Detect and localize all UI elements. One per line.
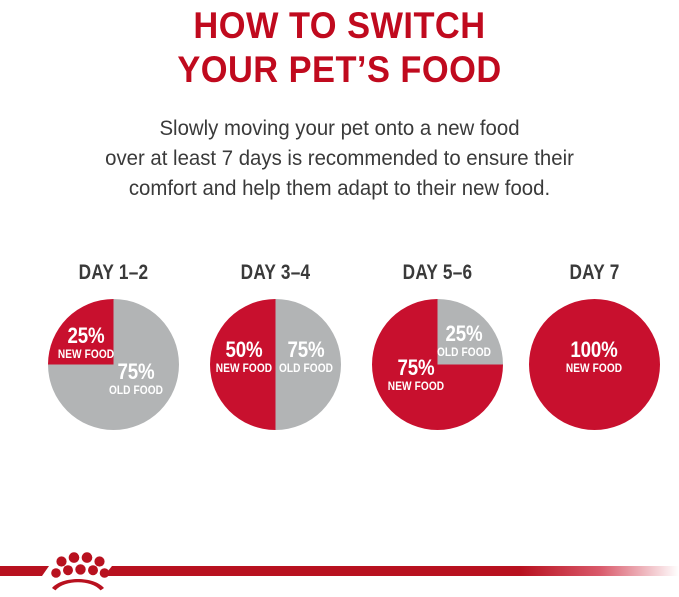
pie-chart-4: DAY 7 100% NEW FOOD [529, 262, 660, 430]
pie-chart-row: DAY 1–2 25% NEW FOOD 75% OLD FOOD DAY 3–4 50% N… [0, 262, 679, 452]
footer [0, 544, 679, 594]
page-title: HOW TO SWITCH YOUR PET’S FOOD [24, 4, 655, 92]
page-title-line-1: HOW TO SWITCH [193, 5, 486, 46]
pie-day-label: DAY 1–2 [78, 261, 149, 284]
pie-day-label: DAY 5–6 [402, 261, 473, 284]
pie-graphic: 50% NEW FOOD 75% OLD FOOD [210, 299, 341, 430]
pie-chart-1: DAY 1–2 25% NEW FOOD 75% OLD FOOD [48, 262, 179, 430]
crown-icon [51, 552, 110, 591]
pie-svg [48, 299, 179, 430]
pie-slice-old-food [437, 299, 503, 365]
pie-chart-3: DAY 5–6 75% NEW FOOD 25% OLD FOOD [372, 262, 503, 430]
pie-svg [529, 299, 660, 430]
pie-svg [210, 299, 341, 430]
pie-graphic: 100% NEW FOOD [529, 299, 660, 430]
page-title-line-2: YOUR PET’S FOOD [177, 49, 502, 90]
intro-line-2: over at least 7 days is recommended to e… [105, 147, 574, 170]
pie-graphic: 25% NEW FOOD 75% OLD FOOD [48, 299, 179, 430]
intro-line-1: Slowly moving your pet onto a new food [159, 117, 520, 140]
footer-bar-right [104, 566, 679, 576]
pie-day-label: DAY 3–4 [240, 261, 311, 284]
pie-chart-2: DAY 3–4 50% NEW FOOD 75% OLD FOOD [210, 262, 341, 430]
pie-slice-new-food [529, 299, 660, 430]
pie-slice-old-food [48, 299, 179, 430]
intro-line-3: comfort and help them adapt to their new… [128, 177, 551, 200]
footer-bar-left [0, 566, 49, 576]
pie-slice-new-food [48, 299, 114, 365]
pie-slice-old-food [275, 299, 341, 430]
pie-slice-new-food [210, 299, 276, 430]
pie-day-label: DAY 7 [569, 261, 620, 284]
intro-paragraph: Slowly moving your pet onto a new food o… [24, 114, 655, 204]
royal-canin-crown-logo [42, 548, 112, 597]
pie-graphic: 75% NEW FOOD 25% OLD FOOD [372, 299, 503, 430]
pie-svg [372, 299, 503, 430]
